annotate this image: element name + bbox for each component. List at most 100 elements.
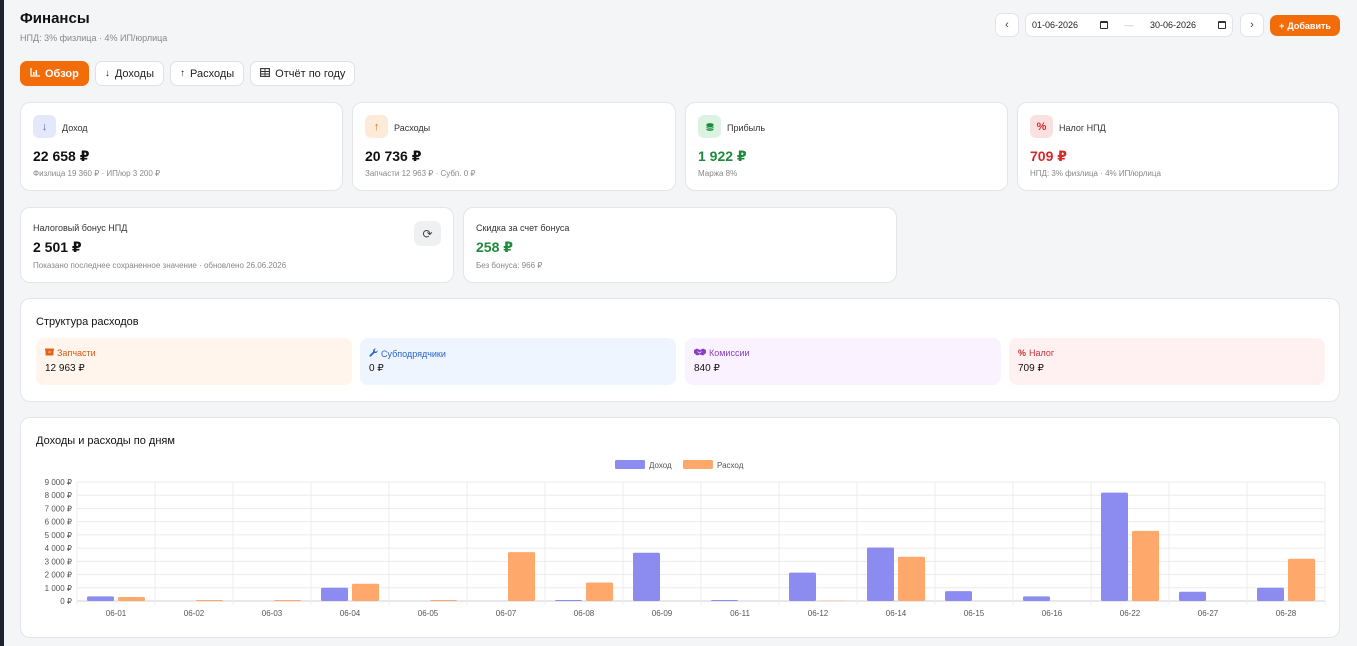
- next-period-button[interactable]: ›: [1240, 13, 1264, 37]
- structure-value-subcontractors: 0 ₽: [369, 363, 384, 374]
- expenses-value: 20 736 ₽: [365, 148, 422, 164]
- bar-income: [633, 552, 660, 601]
- y-tick-label: 8 000 ₽: [45, 491, 72, 500]
- structure-item-tax: % Налог 709 ₽: [1009, 338, 1325, 385]
- x-tick-label: 06-14: [886, 609, 907, 618]
- bar-expense: [274, 599, 301, 601]
- date-range-picker: 01-06-2026 — 30-06-2026: [1025, 13, 1233, 37]
- y-tick-label: 6 000 ₽: [45, 518, 72, 527]
- percent-icon: %: [1030, 115, 1053, 138]
- profit-value: 1 922 ₽: [698, 148, 747, 164]
- discount-note: Без бонуса: 966 ₽: [476, 261, 543, 270]
- page-title: Финансы: [20, 10, 90, 27]
- x-tick-label: 06-07: [496, 609, 517, 618]
- bar-expense: [508, 552, 535, 601]
- bar-expense: [898, 556, 925, 601]
- tax-bonus-value: 2 501 ₽: [33, 239, 82, 255]
- bar-income: [945, 591, 972, 601]
- y-tick-label: 7 000 ₽: [45, 504, 72, 513]
- bar-income: [87, 596, 114, 601]
- tax-bonus-card: Налоговый бонус НПД 2 501 ₽ Показано пос…: [20, 207, 454, 283]
- expenses-card: ↑ Расходы 20 736 ₽ Запчасти 12 963 ₽ · С…: [352, 102, 676, 191]
- chevron-left-icon: ‹: [1005, 19, 1009, 31]
- daily-bar-chart: 0 ₽ 1 000 ₽ 2 000 ₽ 3 000 ₽ 4 000 ₽ 5 000 ₽ 6 …: [45, 460, 1326, 618]
- y-tick-label: 1 000 ₽: [45, 584, 72, 593]
- bar-income: [555, 599, 582, 601]
- tab-yearly-report[interactable]: Отчёт по году: [250, 61, 356, 86]
- bar-income: [321, 587, 348, 601]
- tax-value: 709 ₽: [1030, 148, 1067, 164]
- bar-expense: [1132, 530, 1159, 601]
- y-tick-label: 2 000 ₽: [45, 571, 72, 580]
- bar-expense: [196, 599, 223, 601]
- x-tick-label: 06-05: [418, 609, 439, 618]
- x-tick-label: 06-08: [574, 609, 595, 618]
- bar-expense: [1288, 558, 1315, 601]
- x-tick-label: 06-16: [1042, 609, 1063, 618]
- add-button[interactable]: + Добавить: [1270, 15, 1340, 36]
- prev-period-button[interactable]: ‹: [995, 13, 1019, 37]
- legend-label: Доход: [649, 461, 672, 470]
- tab-overview[interactable]: Обзор: [20, 61, 89, 86]
- tab-expenses[interactable]: ↑ Расходы: [170, 61, 245, 86]
- refresh-icon: ⟳: [422, 226, 433, 241]
- x-tick-label: 06-09: [652, 609, 673, 618]
- arrow-up-icon: ↑: [365, 115, 388, 138]
- discount-label: Скидка за счет бонуса: [476, 223, 570, 233]
- arrow-up-icon: ↑: [180, 68, 185, 79]
- date-from-input[interactable]: 01-06-2026: [1032, 20, 1109, 30]
- structure-item-subcontractors: Субподрядчики 0 ₽: [360, 338, 676, 385]
- tax-label: Налог НПД: [1059, 123, 1106, 133]
- y-tick-label: 4 000 ₽: [45, 544, 72, 553]
- finance-page: Финансы НПД: 3% физлица · 4% ИП/юрлица ‹…: [8, 0, 1351, 646]
- expense-structure-title: Структура расходов: [36, 316, 139, 328]
- structure-value-commissions: 840 ₽: [694, 363, 720, 374]
- bar-expense: [430, 599, 457, 601]
- bar-income: [1023, 596, 1050, 601]
- table-icon: [260, 67, 271, 80]
- profit-card: Прибыль 1 922 ₽ Маржа 8%: [685, 102, 1008, 191]
- date-to-input[interactable]: 30-06-2026: [1150, 20, 1226, 30]
- chevron-right-icon: ›: [1250, 19, 1254, 31]
- legend-label: Расход: [717, 461, 744, 470]
- x-tick-label: 06-04: [340, 609, 361, 618]
- expenses-label: Расходы: [394, 123, 431, 133]
- tax-bonus-label: Налоговый бонус НПД: [33, 223, 128, 233]
- bar-income: [867, 547, 894, 601]
- coins-icon: [698, 115, 721, 138]
- calendar-icon[interactable]: [1218, 21, 1226, 29]
- expenses-note: Запчасти 12 963 ₽ · Субп. 0 ₽: [365, 169, 476, 178]
- structure-item-parts: Запчасти 12 963 ₽: [36, 338, 352, 385]
- income-note: Физлица 19 360 ₽ · ИП/юр 3 200 ₽: [33, 169, 161, 178]
- y-tick-label: 3 000 ₽: [45, 557, 72, 566]
- bar-expense: [118, 597, 145, 601]
- structure-item-commissions: Комиссии 840 ₽: [685, 338, 1001, 385]
- legend-swatch: [683, 460, 713, 469]
- expense-structure-card: Структура расходов Запчасти 12 963 ₽ Суб…: [20, 298, 1340, 402]
- chart-title: Доходы и расходы по дням: [36, 435, 175, 447]
- bar-income: [1101, 492, 1128, 601]
- tax-note: НПД: 3% физлица · 4% ИП/юрлица: [1030, 169, 1161, 178]
- tab-income[interactable]: ↓ Доходы: [94, 61, 164, 86]
- x-tick-label: 06-22: [1120, 609, 1141, 618]
- box-icon: [45, 348, 54, 358]
- x-tick-label: 06-02: [184, 609, 205, 618]
- structure-value-tax: 709 ₽: [1018, 363, 1044, 374]
- y-tick-label: 0 ₽: [60, 597, 72, 606]
- calendar-icon[interactable]: [1100, 21, 1109, 29]
- window-edge: [0, 0, 4, 646]
- daily-chart-card: Доходы и расходы по дням 0 ₽ 1 000 ₽ 2 000…: [20, 417, 1340, 638]
- x-tick-label: 06-15: [964, 609, 985, 618]
- bar-income: [1179, 591, 1206, 601]
- bar-income: [1257, 587, 1284, 601]
- handshake-icon: [694, 348, 706, 358]
- x-tick-label: 06-11: [730, 609, 750, 618]
- income-label: Доход: [62, 123, 88, 133]
- refresh-button[interactable]: ⟳: [414, 221, 441, 246]
- profit-label: Прибыль: [727, 123, 766, 133]
- tax-bonus-note: Показано последнее сохраненное значение …: [33, 261, 287, 270]
- bar-chart-icon: [30, 67, 40, 80]
- arrow-down-icon: ↓: [33, 115, 56, 138]
- wrench-icon: [369, 348, 378, 359]
- x-tick-label: 06-27: [1198, 609, 1219, 618]
